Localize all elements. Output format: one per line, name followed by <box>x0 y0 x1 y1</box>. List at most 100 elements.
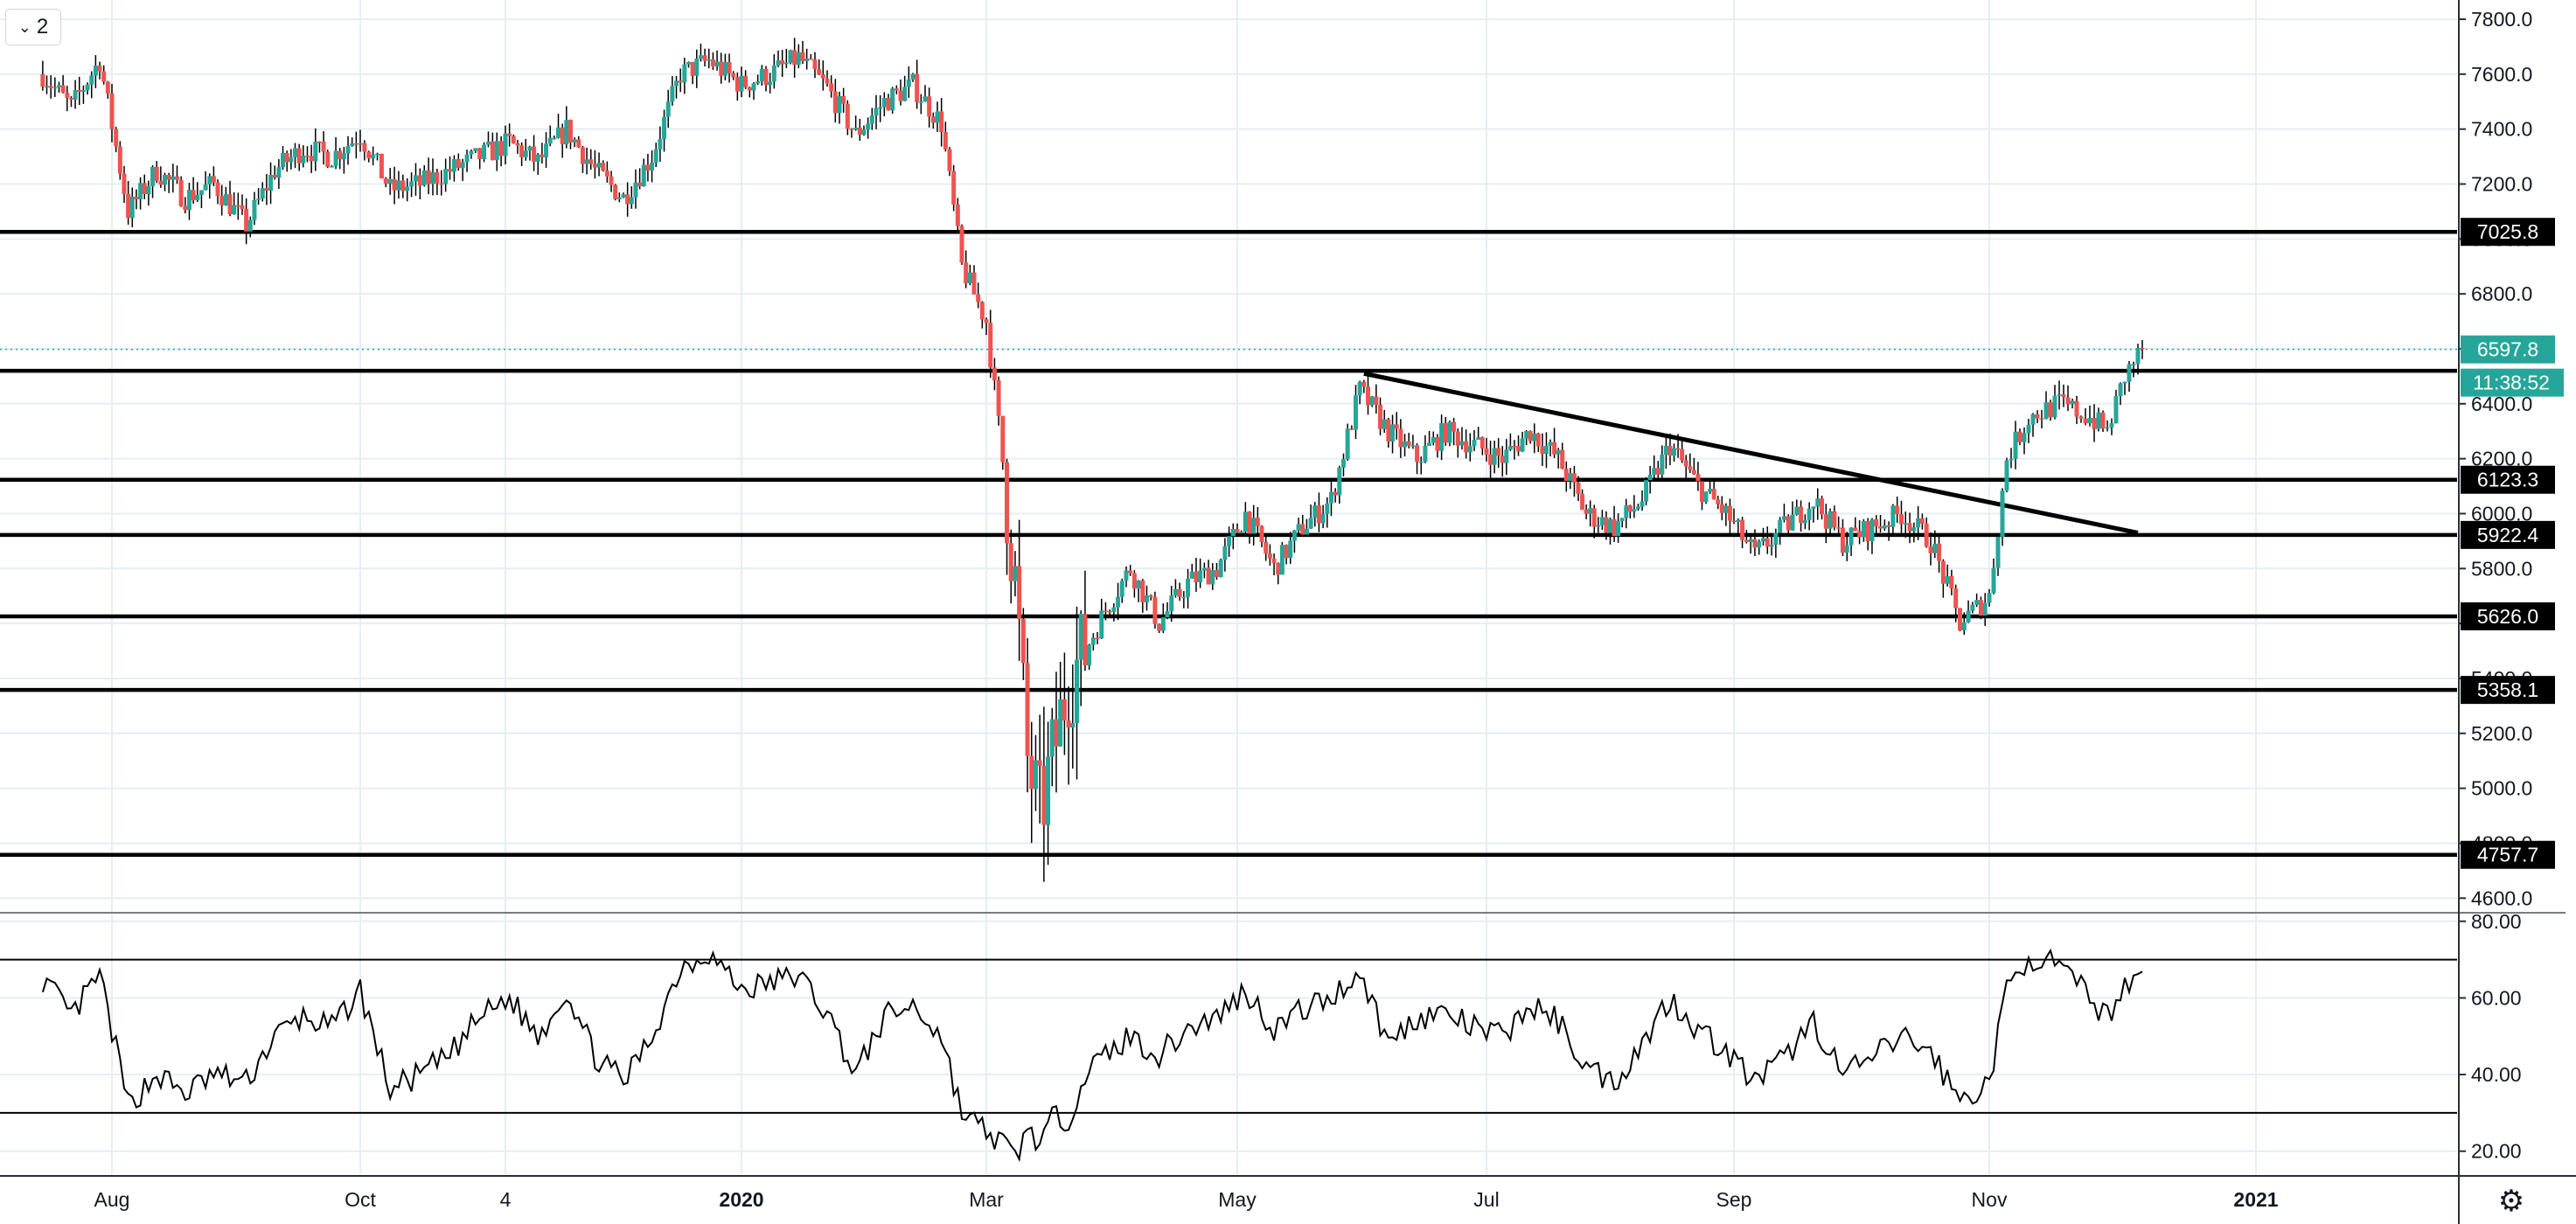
candle-body <box>947 149 952 171</box>
candle-body <box>317 141 322 143</box>
candle-body <box>1116 596 1121 608</box>
candle-body <box>1210 570 1215 585</box>
candle-body <box>1144 595 1149 602</box>
candle-body <box>304 156 310 157</box>
candle-body <box>1655 468 1660 475</box>
candle-body <box>1520 438 1525 452</box>
level-price-label: 5626.0 <box>2477 605 2538 628</box>
candle-body <box>776 60 781 66</box>
candle-body <box>48 86 53 88</box>
candle-body <box>1264 541 1269 554</box>
candle-body <box>1886 525 1891 527</box>
level-price-label-bg <box>2461 465 2555 494</box>
candle-body <box>2140 347 2145 350</box>
candle-body <box>1516 446 1521 452</box>
candle-body <box>1435 437 1440 451</box>
candle-body <box>1966 610 1971 622</box>
gear-icon[interactable]: ⚙ <box>2497 1185 2525 1218</box>
candle-body <box>1308 518 1313 529</box>
candle-body <box>375 153 380 156</box>
candle-body <box>227 194 233 215</box>
candle-body <box>971 272 977 295</box>
candle-body <box>1869 519 1875 542</box>
candle-body <box>1932 543 1938 553</box>
trendline-segment[interactable] <box>1363 371 2139 535</box>
candle-body <box>1403 441 1408 448</box>
time-tick-label: 2021 <box>2233 1188 2278 1211</box>
candle-body <box>878 107 883 109</box>
candle-body <box>1991 567 1996 594</box>
candle-body <box>392 178 397 191</box>
candle-body <box>532 146 537 162</box>
price-tick-label: 7800.0 <box>2471 8 2532 31</box>
candle-body <box>1291 530 1297 541</box>
candle-body <box>1937 543 1942 561</box>
candle-body <box>1320 513 1326 524</box>
candle-body <box>134 196 139 199</box>
candle-body <box>1312 505 1318 518</box>
candle-body <box>637 182 643 187</box>
candle-body <box>763 68 769 86</box>
candle-body <box>1853 527 1858 532</box>
candle-body <box>906 79 911 87</box>
candle-body <box>2074 400 2079 417</box>
candle-body <box>939 111 944 133</box>
price-tick-label: 5200.0 <box>2471 722 2532 745</box>
candle-body <box>1328 491 1333 504</box>
candle-body <box>584 159 589 164</box>
candle-body <box>1459 441 1465 446</box>
candle-body <box>2065 397 2071 405</box>
collapse-button[interactable]: ⌄ 2 <box>5 9 61 45</box>
candle-body <box>866 123 871 130</box>
candle-body <box>1214 570 1219 578</box>
candle-body <box>1663 445 1668 456</box>
candle-body <box>1688 466 1693 470</box>
time-tick-label: Aug <box>94 1188 130 1211</box>
candle-body <box>690 62 695 76</box>
candle-body <box>85 84 90 91</box>
candle-body <box>163 175 168 185</box>
time-tick-label: 2020 <box>719 1188 763 1211</box>
candle-body <box>633 182 638 198</box>
candle-body <box>915 73 920 102</box>
candle-body <box>1103 610 1108 612</box>
candle-body <box>1616 521 1621 537</box>
candle-body <box>788 50 793 63</box>
candle-body <box>469 150 474 155</box>
candle-body <box>800 52 805 61</box>
candle-body <box>1276 562 1281 575</box>
candle-body <box>979 302 985 320</box>
trendline[interactable] <box>1363 371 2139 535</box>
candle-body <box>1736 519 1741 523</box>
candle-body <box>1369 396 1375 406</box>
candle-body <box>829 83 834 92</box>
candle-body <box>2100 412 2106 428</box>
candle-body <box>1890 505 1896 527</box>
candle-body <box>1423 445 1428 462</box>
candle-body <box>345 145 351 154</box>
candle-body <box>515 143 520 146</box>
candle-body <box>2009 458 2014 461</box>
candle-body <box>572 139 577 143</box>
candle-body <box>1131 573 1137 589</box>
candle-body <box>1230 528 1236 537</box>
candle-body <box>223 194 228 205</box>
candle-body <box>40 73 45 87</box>
candle-body <box>1945 576 1950 584</box>
candle-body <box>1386 419 1391 442</box>
candle-body <box>1479 437 1485 449</box>
price-tick-label: 6800.0 <box>2471 282 2532 305</box>
candle-body <box>996 380 1001 416</box>
candle-body <box>1978 600 1983 616</box>
candle-body <box>710 59 715 66</box>
candle-body <box>665 101 671 117</box>
candle-body <box>1823 514 1828 529</box>
horizontal-levels[interactable] <box>0 229 2457 857</box>
candle-body <box>1790 514 1795 531</box>
candle-body <box>73 89 78 100</box>
candle-body <box>898 90 903 101</box>
candle-body <box>560 127 565 145</box>
candle-body <box>1757 541 1762 548</box>
